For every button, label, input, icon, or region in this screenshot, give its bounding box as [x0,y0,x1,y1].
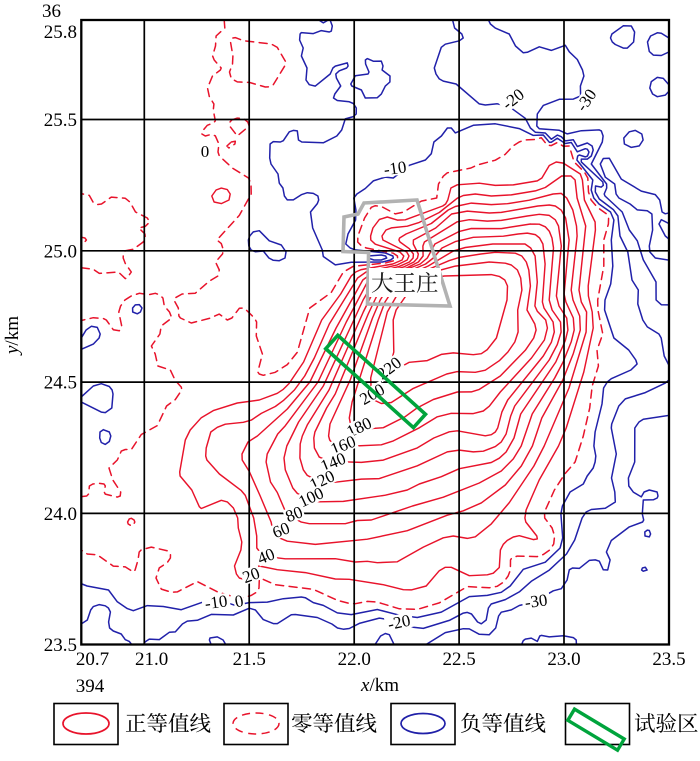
svg-text:-30: -30 [523,590,548,612]
svg-text:23.5: 23.5 [44,635,77,656]
svg-text:25.0: 25.0 [44,241,77,262]
svg-text:22.5: 22.5 [442,649,475,670]
svg-text:-20: -20 [386,611,412,634]
svg-text:80: 80 [283,502,306,526]
svg-text:25.5: 25.5 [44,110,77,131]
svg-text:-10: -10 [203,591,228,613]
svg-text:23.0: 23.0 [547,649,580,670]
svg-text:20.7: 20.7 [76,649,109,670]
svg-text:-10: -10 [382,157,407,179]
svg-text:394: 394 [76,676,105,697]
svg-text:24.5: 24.5 [44,373,77,394]
svg-text:23.5: 23.5 [652,649,685,670]
svg-text:0: 0 [201,142,210,161]
svg-text:60: 60 [270,518,293,542]
svg-text:21.5: 21.5 [233,649,266,670]
svg-text:22.0: 22.0 [338,649,371,670]
svg-text:x/km: x/km [360,675,399,696]
svg-text:y/km: y/km [2,316,23,356]
svg-text:25.8: 25.8 [44,22,77,43]
svg-text:24.0: 24.0 [44,504,77,525]
svg-text:20: 20 [240,563,262,587]
svg-text:0: 0 [233,591,245,611]
svg-text:40: 40 [255,544,278,568]
svg-text:21.0: 21.0 [135,649,168,670]
svg-text:36: 36 [42,1,61,22]
